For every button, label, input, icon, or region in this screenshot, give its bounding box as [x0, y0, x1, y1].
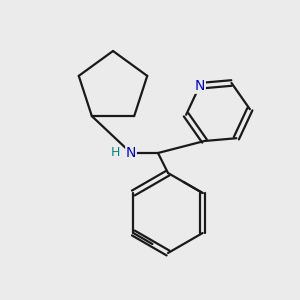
Text: N: N [126, 146, 136, 160]
Text: H: H [110, 146, 120, 158]
Text: N: N [194, 79, 205, 93]
